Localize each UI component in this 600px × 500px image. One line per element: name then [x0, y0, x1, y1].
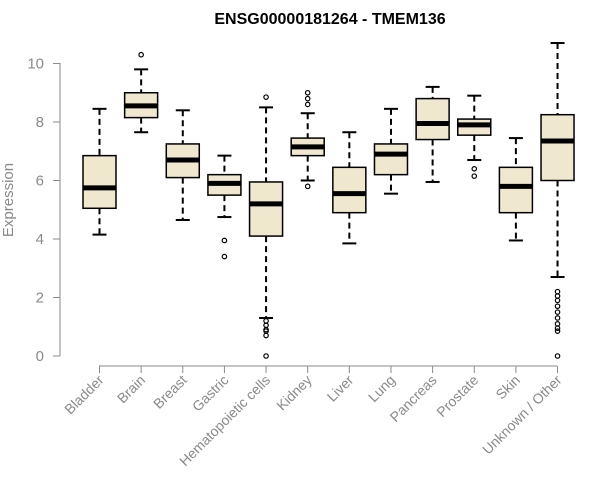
iqr-box: [498, 166, 534, 214]
box-skin: [498, 137, 534, 242]
box-prostate: [457, 94, 492, 179]
box-lung: [373, 107, 409, 195]
iqr-box: [248, 181, 284, 237]
iqr-box: [373, 143, 409, 176]
y-tick-label: 10: [27, 56, 44, 73]
iqr-box: [540, 113, 575, 182]
outlier-point: [221, 253, 228, 260]
x-tick-label: Liver: [324, 372, 357, 405]
box-bladder: [82, 107, 117, 236]
outlier-point: [263, 332, 269, 339]
outlier-point: [263, 94, 269, 100]
boxes: [82, 42, 575, 359]
y-tick-label: 2: [36, 290, 44, 307]
iqr-box: [332, 166, 367, 214]
outlier-point: [554, 315, 561, 321]
outlier-point: [304, 183, 311, 190]
x-tick-label: Breast: [150, 372, 190, 412]
outlier-point: [554, 325, 561, 332]
y-axis-label: Expression: [0, 163, 17, 237]
x-tick-label: Bladder: [61, 372, 107, 418]
y-tick-label: 6: [36, 173, 44, 190]
outlier-point: [554, 297, 561, 304]
x-tick-label: Lung: [365, 372, 398, 405]
box-gastric: [207, 154, 242, 260]
x-tick-label: Unknown / Other: [479, 372, 565, 458]
iqr-box: [415, 97, 450, 141]
box-kidney: [290, 89, 325, 190]
y-ticks: 0 2 4 6 8 10: [27, 56, 60, 365]
outlier-point: [554, 288, 561, 295]
outlier-point: [221, 237, 228, 244]
box-hematopoietic-cells: [248, 94, 284, 359]
outlier-point: [471, 173, 478, 179]
outlier-point: [554, 293, 561, 299]
outlier-point: [554, 353, 561, 359]
outlier-point: [554, 303, 561, 310]
iqr-box: [82, 154, 117, 210]
x-tick-label: Skin: [492, 372, 523, 403]
outlier-point: [304, 101, 311, 108]
outlier-point: [263, 318, 269, 324]
outlier-point: [554, 321, 561, 327]
box-unknown-other: [540, 42, 575, 359]
outlier-point: [554, 328, 561, 334]
outlier-point: [138, 51, 144, 58]
outlier-point: [471, 166, 478, 172]
box-brain: [123, 51, 159, 134]
outlier-point: [263, 353, 269, 359]
outlier-point: [554, 309, 561, 315]
box-breast: [165, 109, 201, 221]
x-tick-label: Kidney: [273, 372, 315, 414]
y-tick-label: 8: [36, 114, 44, 131]
chart-title: ENSG00000181264 - TMEM136: [214, 11, 445, 28]
y-tick-label: 0: [36, 348, 44, 365]
x-tick-label: Prostate: [433, 372, 481, 420]
y-tick-label: 4: [36, 231, 44, 248]
x-tick-label: Brain: [114, 372, 148, 406]
box-pancreas: [415, 85, 450, 183]
outlier-point: [304, 95, 311, 102]
outlier-point: [263, 322, 269, 329]
box-liver: [332, 131, 367, 245]
outlier-point: [304, 89, 311, 96]
